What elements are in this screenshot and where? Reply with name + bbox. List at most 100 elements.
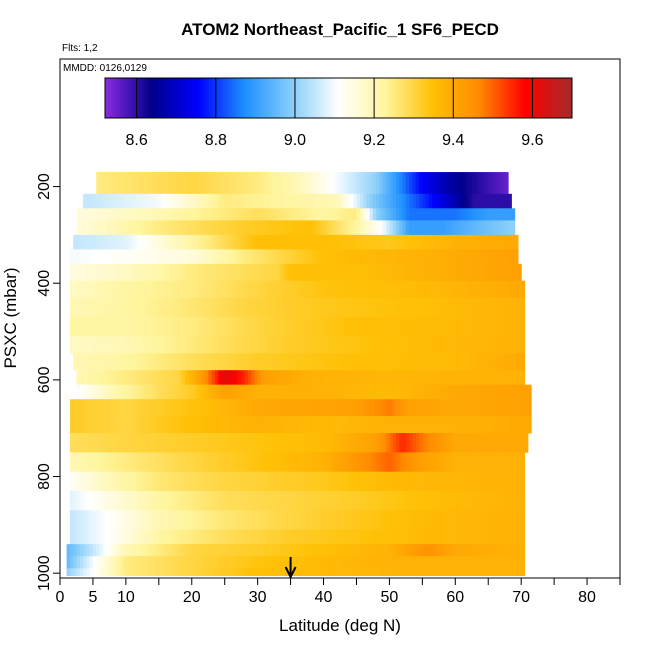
heatmap-cell xyxy=(372,471,377,492)
heatmap-cell xyxy=(445,208,450,221)
heatmap-cell xyxy=(165,370,170,386)
heatmap-cell xyxy=(501,491,506,511)
heatmap-cell xyxy=(277,452,282,473)
heatmap-cell xyxy=(92,556,97,569)
heatmap-cell xyxy=(455,297,460,318)
heatmap-cell xyxy=(185,234,190,250)
heatmap-cell xyxy=(521,297,526,318)
heatmap-cell xyxy=(330,568,335,576)
heatmap-cell xyxy=(455,568,460,576)
heatmap-cell xyxy=(148,220,153,236)
heatmap-cell xyxy=(79,529,84,545)
heatmap-cell xyxy=(343,416,348,434)
heatmap-cell xyxy=(517,317,522,337)
heatmap-cell xyxy=(132,510,137,531)
heatmap-cell xyxy=(277,529,282,545)
heatmap-cell xyxy=(116,280,120,299)
heatmap-cell xyxy=(168,263,173,282)
heatmap-cell xyxy=(498,172,503,195)
heatmap-cell xyxy=(155,529,160,545)
heatmap-cell xyxy=(264,529,269,545)
heatmap-cell xyxy=(79,433,84,453)
heatmap-cell xyxy=(211,399,216,417)
heatmap-cell xyxy=(221,249,226,265)
heatmap-cell xyxy=(148,193,153,209)
heatmap-cell xyxy=(389,208,394,221)
heatmap-cell xyxy=(330,471,335,492)
heatmap-cell xyxy=(455,353,460,371)
heatmap-cell xyxy=(135,416,140,434)
heatmap-cell xyxy=(442,529,447,545)
heatmap-cell xyxy=(386,297,391,318)
heatmap-cell xyxy=(396,234,400,250)
heatmap-cell xyxy=(188,452,193,473)
heatmap-cell xyxy=(99,556,104,569)
heatmap-cell xyxy=(244,556,249,569)
heatmap-cell xyxy=(284,544,288,557)
heatmap-cell xyxy=(366,471,371,492)
heatmap-cell xyxy=(66,544,71,557)
heatmap-cell xyxy=(386,336,391,354)
heatmap-cell xyxy=(448,491,453,511)
heatmap-cell xyxy=(448,471,453,492)
heatmap-cell xyxy=(369,568,374,576)
heatmap-cell xyxy=(481,353,486,371)
heatmap-cell xyxy=(514,452,519,473)
heatmap-cell xyxy=(188,220,193,236)
heatmap-cell xyxy=(260,510,265,531)
heatmap-cell xyxy=(73,336,78,354)
heatmap-cell xyxy=(218,263,223,282)
heatmap-cell xyxy=(181,433,186,453)
heatmap-cell xyxy=(517,491,522,511)
heatmap-cell xyxy=(83,544,87,557)
heatmap-cell xyxy=(333,234,338,250)
heatmap-cell xyxy=(346,471,351,492)
heatmap-cell xyxy=(116,452,120,473)
heatmap-cell xyxy=(382,544,387,557)
heatmap-cell xyxy=(69,529,74,545)
heatmap-cell xyxy=(237,471,242,492)
heatmap-cell xyxy=(320,172,325,195)
heatmap-cell xyxy=(514,317,519,337)
heatmap-cell xyxy=(455,416,460,434)
heatmap-cell xyxy=(142,280,147,299)
heatmap-cell xyxy=(116,556,120,569)
heatmap-cell xyxy=(412,263,417,282)
heatmap-cell xyxy=(465,263,470,282)
heatmap-cell xyxy=(228,353,232,371)
heatmap-cell xyxy=(330,433,335,453)
heatmap-cell xyxy=(277,249,282,265)
heatmap-cell xyxy=(521,544,526,557)
heatmap-cell xyxy=(504,193,509,209)
heatmap-cell xyxy=(267,193,272,209)
heatmap-cell xyxy=(471,280,476,299)
heatmap-cell xyxy=(102,529,107,545)
heatmap-cell xyxy=(396,568,400,576)
heatmap-cell xyxy=(448,556,453,569)
heatmap-cell xyxy=(92,384,97,400)
heatmap-cell xyxy=(125,353,130,371)
heatmap-cell xyxy=(83,353,87,371)
heatmap-cell xyxy=(247,556,252,569)
heatmap-cell xyxy=(379,544,384,557)
heatmap-cell xyxy=(280,353,285,371)
heatmap-cell xyxy=(402,510,407,531)
heatmap-cell xyxy=(382,556,387,569)
heatmap-cell xyxy=(491,280,496,299)
heatmap-cell xyxy=(326,510,331,531)
heatmap-cell xyxy=(290,491,295,511)
heatmap-cell xyxy=(119,544,124,557)
heatmap-cell xyxy=(76,249,81,265)
heatmap-cell xyxy=(231,556,236,569)
heatmap-cell xyxy=(122,280,127,299)
heatmap-cell xyxy=(320,220,325,236)
heatmap-cell xyxy=(247,568,252,576)
heatmap-cell xyxy=(99,529,104,545)
heatmap-cell xyxy=(369,280,374,299)
heatmap-cell xyxy=(168,529,173,545)
heatmap-cell xyxy=(172,193,176,209)
heatmap-cell xyxy=(106,280,111,299)
heatmap-cell xyxy=(162,433,167,453)
heatmap-cell xyxy=(425,317,430,337)
heatmap-cell xyxy=(129,317,134,337)
